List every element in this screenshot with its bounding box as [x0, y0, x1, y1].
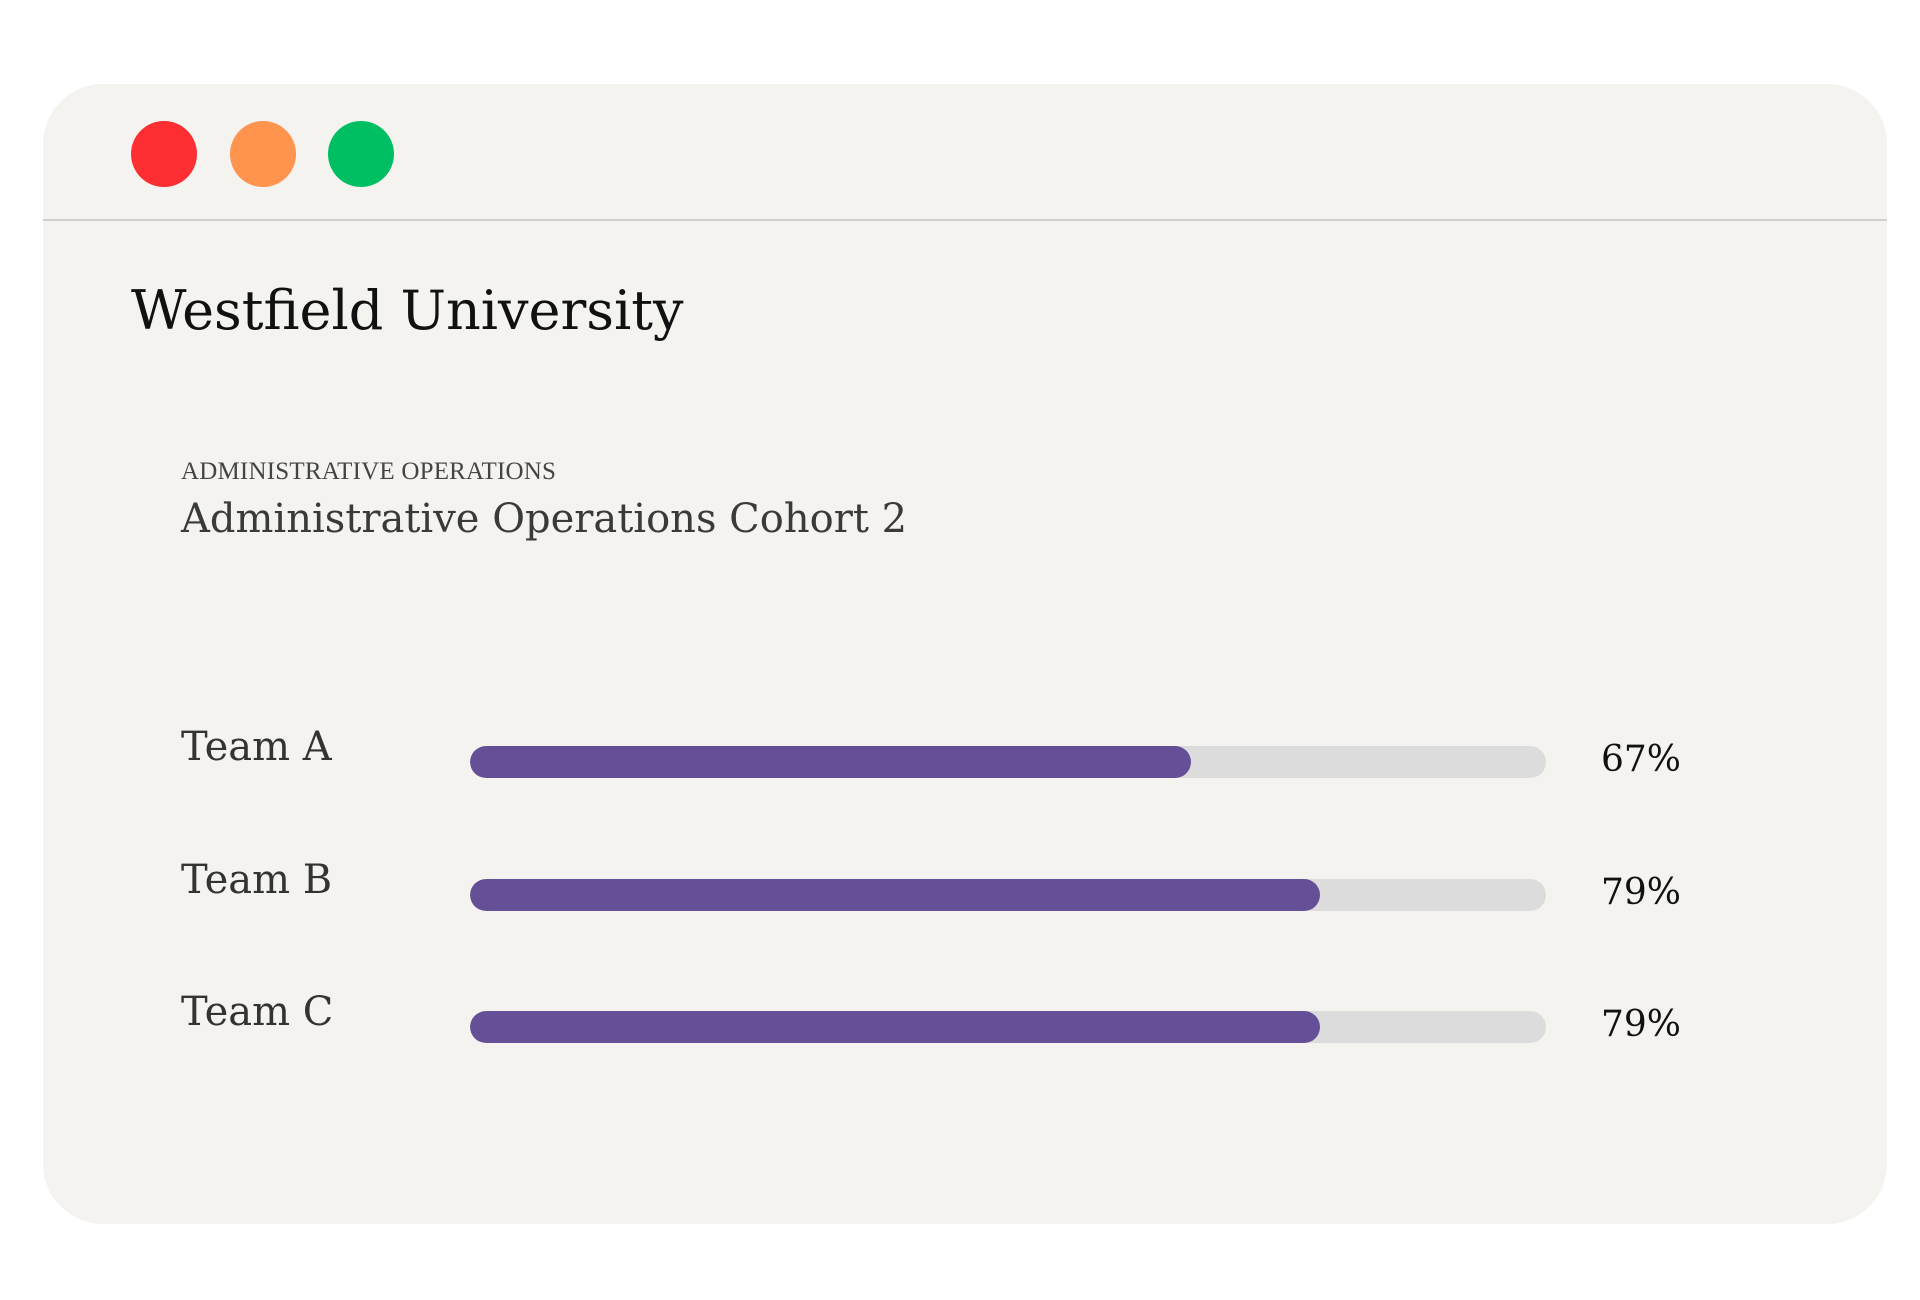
window-titlebar — [43, 84, 1887, 221]
app-window: Westfield University ADMINISTRATIVE OPER… — [43, 84, 1887, 1224]
team-label: Team C — [181, 989, 334, 1035]
progress-track — [470, 1011, 1546, 1043]
progress-track — [470, 746, 1546, 778]
minimize-window-button[interactable] — [230, 121, 296, 187]
maximize-window-button[interactable] — [328, 121, 394, 187]
team-label: Team A — [181, 724, 332, 770]
team-row: Team C 79% — [181, 989, 1681, 1059]
team-row: Team B 79% — [181, 857, 1681, 927]
progress-percent: 67% — [1601, 739, 1682, 780]
team-row: Team A 67% — [181, 724, 1681, 794]
progress-track — [470, 879, 1546, 911]
section-title: Administrative Operations Cohort 2 — [181, 496, 908, 542]
progress-fill — [470, 746, 1191, 778]
progress-percent: 79% — [1601, 872, 1682, 913]
app-title: Westfield University — [131, 279, 684, 342]
progress-fill — [470, 879, 1321, 911]
close-window-button[interactable] — [131, 121, 197, 187]
section-eyebrow: ADMINISTRATIVE OPERATIONS — [181, 458, 557, 485]
team-label: Team B — [181, 857, 333, 903]
progress-percent: 79% — [1601, 1004, 1682, 1045]
progress-fill — [470, 1011, 1321, 1043]
